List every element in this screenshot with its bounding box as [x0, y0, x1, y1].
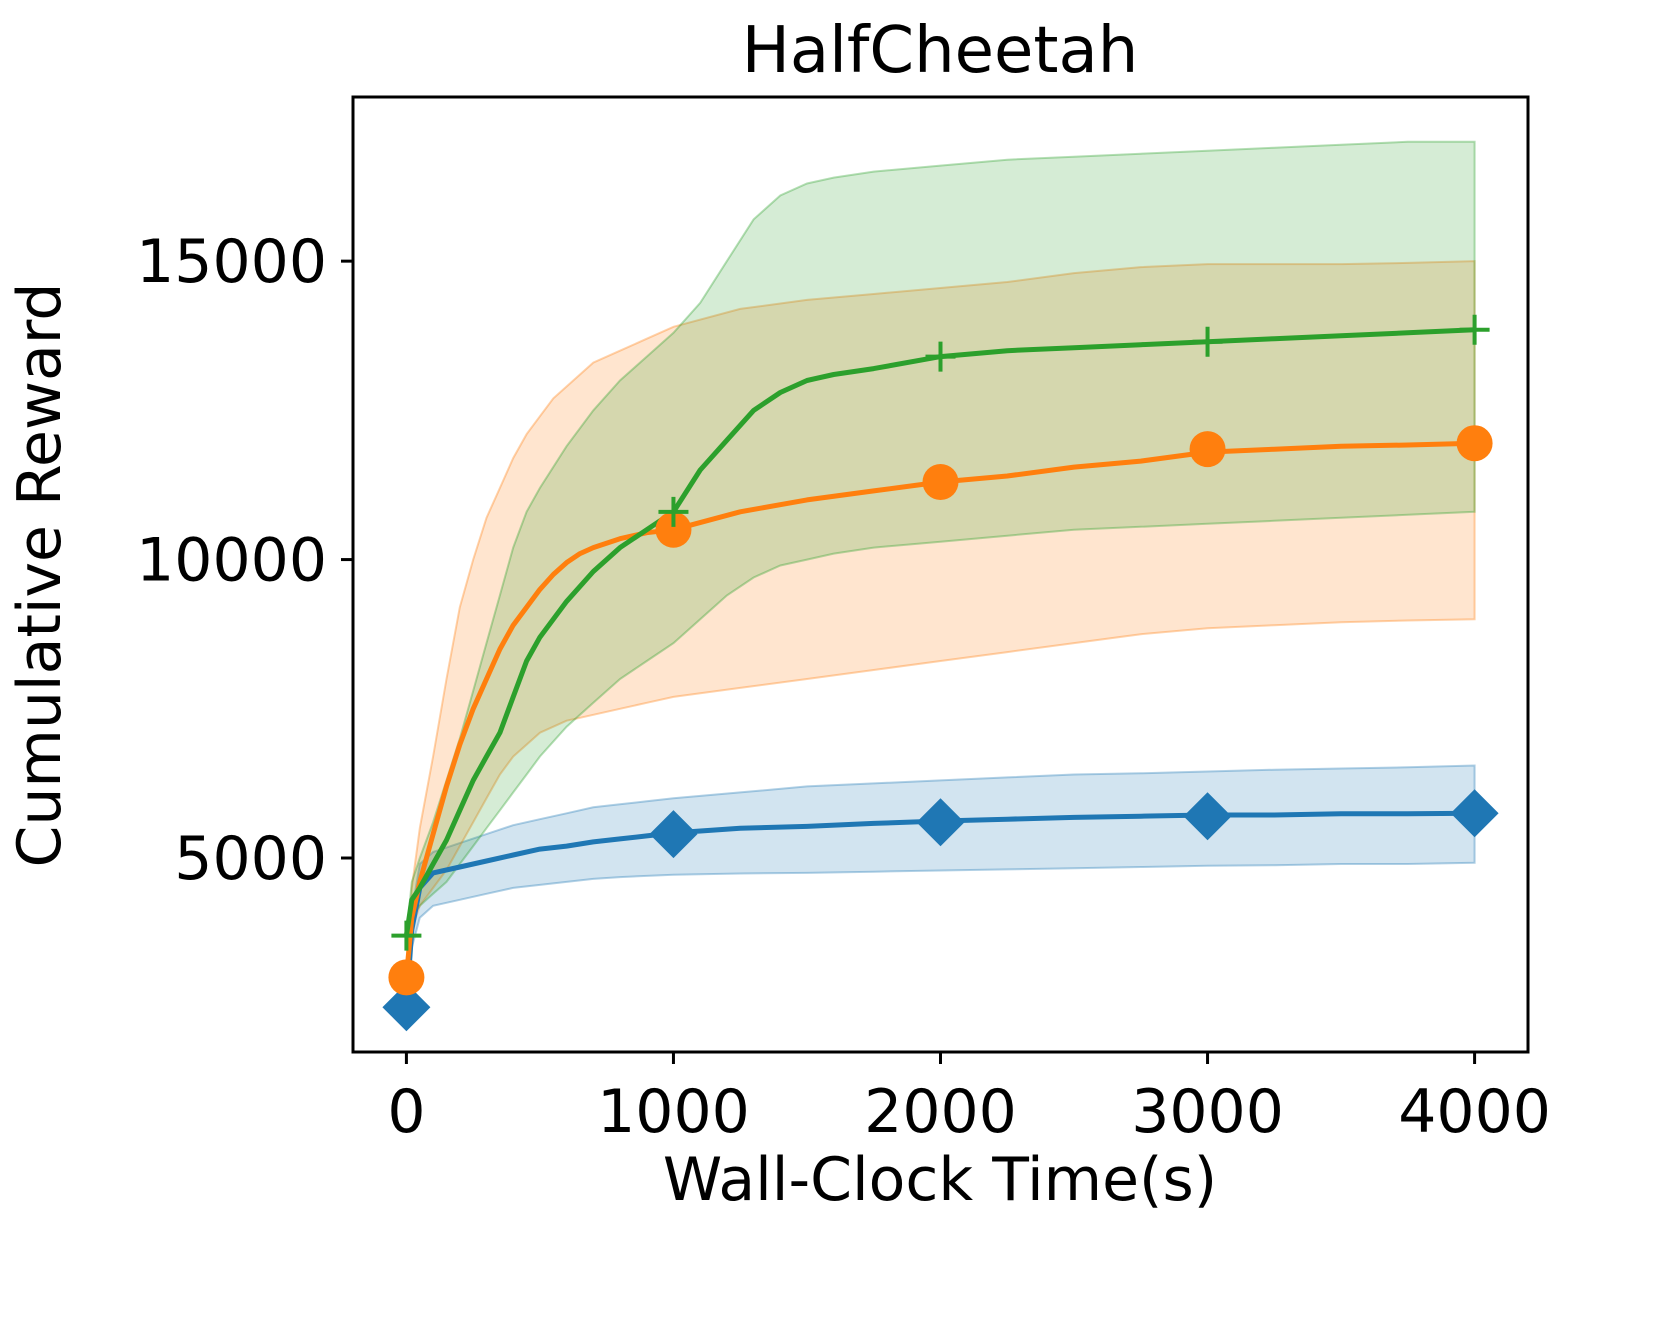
orange-marker — [1456, 425, 1493, 462]
green-marker — [1459, 314, 1490, 345]
series-markers — [382, 314, 1499, 1032]
blue-marker — [1183, 792, 1232, 841]
blue-marker — [1450, 789, 1499, 838]
green-marker — [925, 341, 956, 372]
blue-marker — [916, 798, 965, 847]
green-marker — [391, 920, 422, 951]
orange-line — [403, 440, 1475, 978]
x-tick-label: 0 — [387, 1077, 425, 1147]
orange-marker — [1189, 431, 1226, 468]
y-axis-ticks: 5000 10000 15000 — [136, 227, 353, 894]
blue-marker — [649, 810, 698, 859]
orange-marker — [655, 511, 692, 548]
x-axis-label: Wall-Clock Time(s) — [663, 1145, 1217, 1215]
green-marker — [1192, 326, 1223, 357]
blue-marker — [382, 983, 431, 1032]
x-tick-label: 1000 — [597, 1077, 750, 1147]
y-tick-label: 15000 — [136, 227, 327, 297]
chart-title: HalfCheetah — [742, 14, 1139, 88]
confidence-bands — [405, 140, 1476, 1008]
x-tick-label: 2000 — [864, 1077, 1017, 1147]
x-tick-label: 3000 — [1131, 1077, 1284, 1147]
x-tick-label: 4000 — [1398, 1077, 1551, 1147]
y-tick-label: 10000 — [136, 526, 327, 596]
y-tick-label: 5000 — [174, 824, 327, 894]
x-axis-ticks: 0 1000 2000 3000 4000 — [387, 1052, 1551, 1147]
orange-marker — [922, 463, 959, 500]
orange-marker — [388, 959, 425, 996]
green-marker — [658, 496, 689, 527]
y-axis-label: Cumulative Reward — [5, 283, 75, 868]
